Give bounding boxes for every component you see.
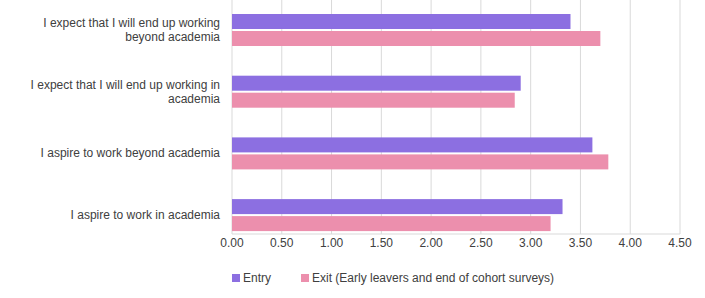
category-line: I aspire to work in academia: [71, 208, 221, 222]
bar: [232, 137, 592, 152]
bar: [232, 154, 608, 169]
category-label: I expect that I will end up working inac…: [31, 78, 221, 106]
legend: Entry Exit (Early leavers and end of coho…: [232, 271, 554, 285]
bar: [232, 31, 600, 46]
category-label: I aspire to work beyond academia: [41, 146, 221, 160]
axis-line: [232, 234, 680, 235]
grid-line: [630, 0, 631, 234]
tick-label: 3.00: [519, 236, 543, 250]
category-line: academia: [168, 92, 220, 106]
tick-label: 2.00: [419, 236, 443, 250]
tick-label: 0.50: [270, 236, 294, 250]
bar: [232, 199, 563, 214]
tick-label: 4.00: [619, 236, 643, 250]
legend-label: Exit (Early leavers and end of cohort su…: [312, 271, 554, 285]
tick-label: 4.50: [668, 236, 692, 250]
tick-label: 3.50: [569, 236, 593, 250]
tick-label: 2.50: [469, 236, 493, 250]
chart: 0.00 0.50 1.00 1.50 2.00 2.50 3.00 3.50 4.00 4.50…: [0, 0, 705, 298]
category-line: I expect that I will end up working in: [31, 78, 220, 92]
legend-swatch: [232, 274, 240, 282]
bar: [232, 76, 521, 91]
category-label: I expect that I will end up workingbeyon…: [43, 16, 220, 44]
legend-swatch: [301, 274, 309, 282]
legend-label: Entry: [243, 271, 271, 285]
bars: [232, 14, 608, 231]
grid-line: [680, 0, 681, 234]
tick-label: 1.00: [320, 236, 344, 250]
tick-label: 1.50: [370, 236, 394, 250]
category-line: beyond academia: [125, 30, 220, 44]
bar: [232, 216, 551, 231]
bar: [232, 93, 515, 108]
grid: [232, 0, 680, 234]
bar: [232, 14, 570, 29]
tick-label: 0.00: [220, 236, 244, 250]
category-line: I expect that I will end up working: [43, 16, 220, 30]
category-label: I aspire to work in academia: [71, 208, 221, 222]
category-line: I aspire to work beyond academia: [41, 146, 221, 160]
